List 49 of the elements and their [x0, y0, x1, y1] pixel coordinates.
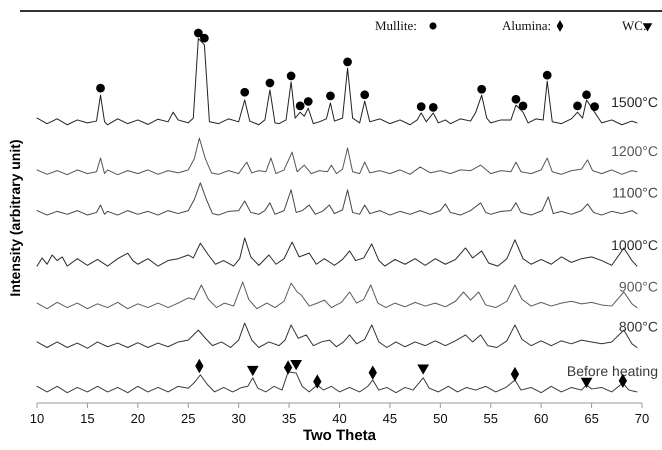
point: [304, 97, 313, 106]
point: [200, 34, 209, 43]
point: [326, 92, 335, 100]
legend-label: WC:: [622, 18, 647, 33]
x-tick-label: 50: [433, 411, 448, 426]
x-tick-label: 20: [130, 411, 146, 426]
x-tick-label: 60: [534, 411, 548, 426]
series-label: 1100°C: [612, 184, 658, 201]
point: [542, 70, 552, 80]
series-label: Before heating: [566, 362, 658, 379]
point: [240, 88, 250, 97]
point: [417, 364, 430, 375]
x-tick-label: 15: [80, 411, 95, 426]
x-tick-label: 40: [332, 411, 347, 426]
point: [416, 102, 426, 111]
point: [360, 90, 370, 100]
y-axis-title: Intensity (arbitrary unit): [7, 139, 23, 297]
x-tick-label: 30: [231, 411, 246, 426]
point: [96, 84, 105, 92]
series-label: 1200°C: [611, 142, 658, 159]
point: [290, 360, 302, 370]
legend-label: Mullite:: [375, 18, 417, 33]
x-tick-label: 45: [382, 411, 398, 426]
point: [582, 90, 591, 100]
point: [477, 84, 486, 94]
series-label: 1000°C: [611, 237, 658, 254]
point: [512, 94, 520, 104]
point: [296, 102, 305, 110]
point: [266, 78, 274, 88]
point: [246, 366, 259, 376]
point: [428, 103, 438, 112]
series-label: 900°C: [618, 278, 658, 295]
x-tick-label: 55: [484, 411, 498, 426]
point: [518, 102, 528, 110]
point: [580, 378, 592, 388]
series-label: 800°C: [618, 318, 658, 334]
point: [343, 58, 352, 66]
series-label: 1500°C: [611, 94, 658, 110]
point: [286, 72, 296, 80]
x-tick-label: 10: [30, 411, 44, 426]
x-tick-label: 25: [181, 411, 196, 426]
x-axis-title: Two Theta: [302, 427, 377, 444]
x-tick-label: 35: [282, 411, 296, 426]
legend-label: Alumina:: [502, 18, 552, 33]
x-tick-label: 65: [584, 411, 599, 426]
x-tick-label: 70: [634, 411, 650, 426]
point: [590, 102, 599, 111]
point: [194, 28, 203, 38]
point: [573, 102, 582, 110]
